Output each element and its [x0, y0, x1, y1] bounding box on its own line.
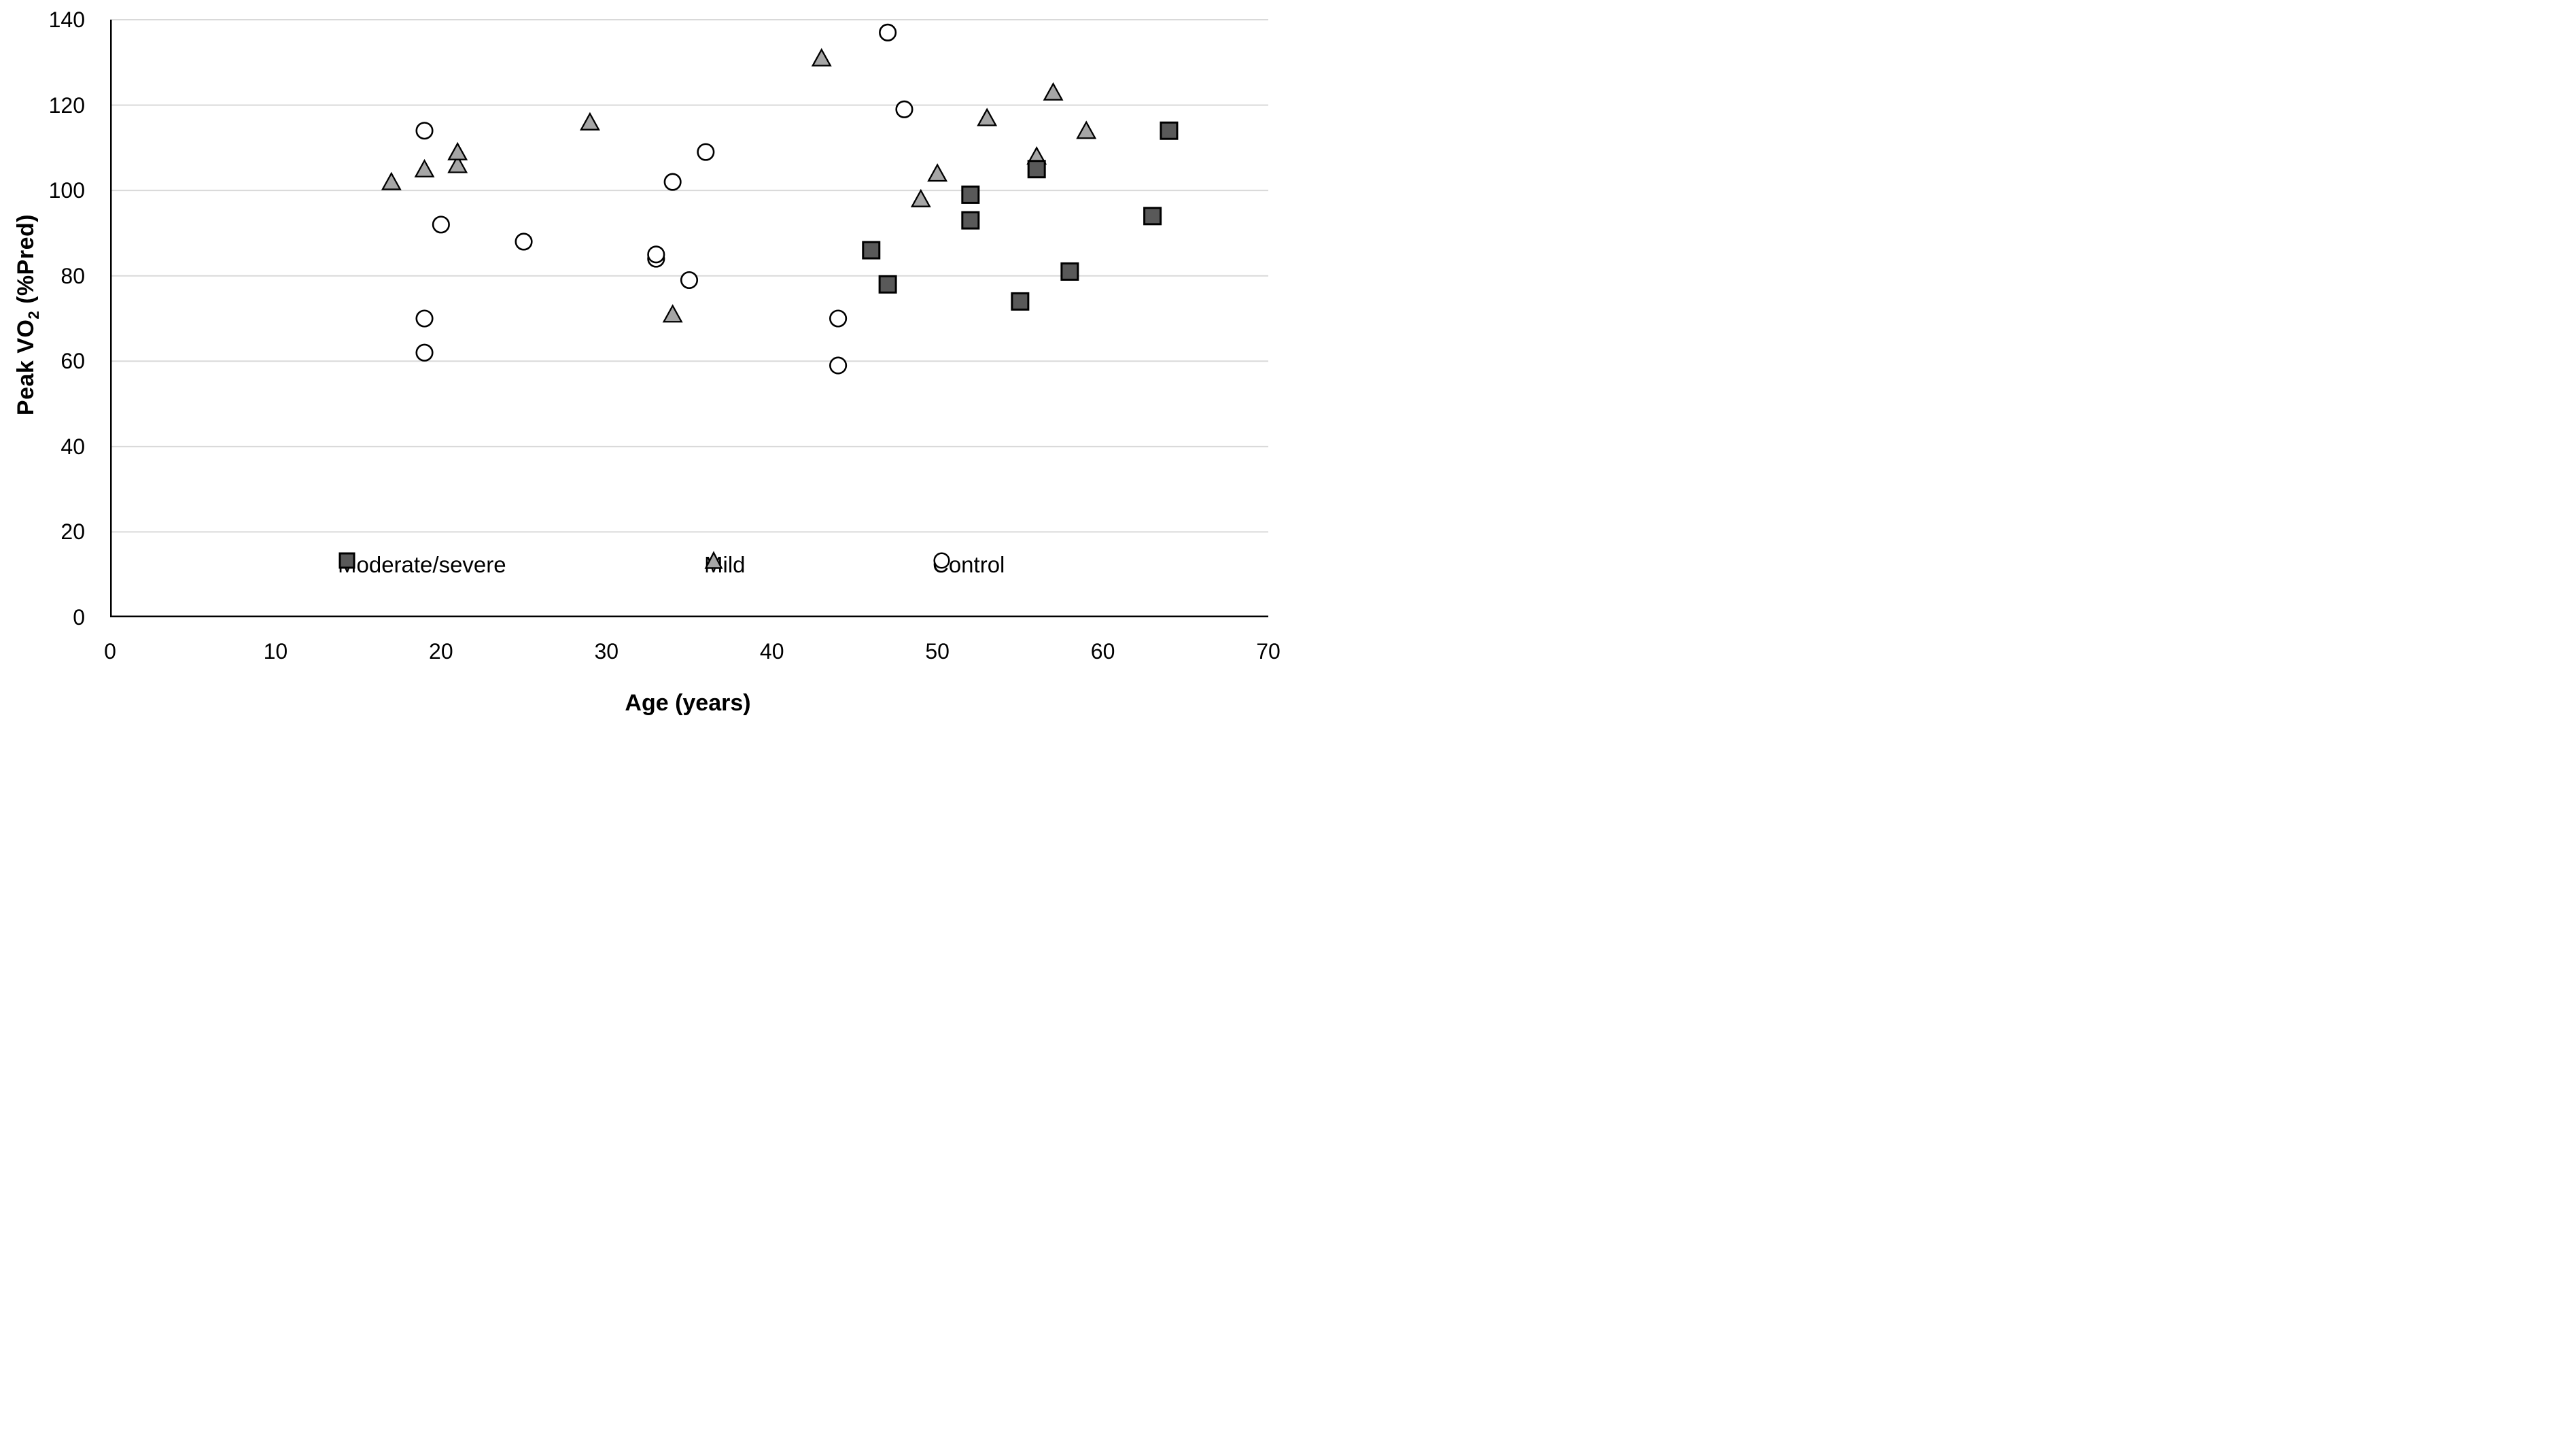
- data-point-triangle: [1076, 120, 1097, 139]
- triangle-marker-icon: [704, 551, 723, 569]
- data-point-circle: [415, 122, 434, 140]
- data-point-triangle: [811, 48, 832, 67]
- y-tick-label: 120: [48, 92, 85, 118]
- x-tick-label: 30: [594, 639, 619, 664]
- y-tick-label: 20: [60, 519, 85, 545]
- plot-area: Moderate/severe Mild Control: [110, 19, 1268, 617]
- y-tick-label: 40: [60, 434, 85, 459]
- data-point-triangle: [662, 304, 683, 323]
- data-point-circle: [895, 100, 913, 118]
- y-tick-label: 60: [60, 349, 85, 374]
- data-point-triangle: [927, 163, 948, 182]
- data-point-square: [1027, 160, 1046, 179]
- data-point-square: [961, 211, 980, 230]
- data-point-square: [878, 275, 897, 294]
- data-point-triangle: [447, 154, 468, 173]
- data-point-square: [1160, 121, 1179, 140]
- data-point-square: [862, 241, 881, 260]
- legend-item-moderate-severe[interactable]: Moderate/severe: [338, 551, 506, 579]
- data-point-square: [961, 185, 980, 204]
- x-tick-label: 40: [759, 639, 784, 664]
- data-point-triangle: [910, 188, 931, 207]
- data-point-circle: [515, 233, 533, 251]
- legend: Moderate/severe Mild Control: [110, 20, 1268, 617]
- data-point-square: [1011, 292, 1030, 311]
- plot-canvas: [110, 19, 1268, 617]
- data-point-circle: [415, 343, 434, 362]
- data-point-circle: [680, 271, 699, 290]
- scatter-figure: Peak VO2 (%Pred) 0 20 40 60 80 100 120 140 0 10 2…: [0, 0, 1288, 722]
- x-tick-label: 10: [263, 639, 288, 664]
- data-point-circle: [829, 356, 848, 375]
- y-tick-label: 140: [48, 7, 85, 32]
- data-point-circle: [829, 309, 848, 328]
- data-point-circle: [879, 23, 897, 41]
- legend-label: Moderate/severe: [338, 552, 506, 577]
- x-tick-label: 60: [1090, 639, 1115, 664]
- data-point-circle: [647, 245, 665, 264]
- x-tick-label: 20: [429, 639, 453, 664]
- x-tick-label: 50: [925, 639, 950, 664]
- y-tick-label: 100: [48, 178, 85, 203]
- circle-marker-icon: [933, 552, 950, 569]
- data-point-circle: [697, 143, 715, 161]
- x-tick-label: 70: [1256, 639, 1281, 664]
- x-axis-title: Age (years): [625, 690, 751, 716]
- data-point-triangle: [1043, 82, 1064, 101]
- data-point-triangle: [447, 141, 468, 160]
- square-marker-icon: [338, 552, 355, 569]
- legend-item-control[interactable]: Control: [933, 551, 1005, 579]
- y-axis-title-sub: 2: [24, 310, 42, 320]
- y-axis-title: Peak VO2 (%Pred): [11, 155, 42, 475]
- data-point-triangle: [579, 111, 600, 131]
- data-point-square: [1060, 262, 1079, 281]
- legend-item-mild[interactable]: Mild: [704, 551, 746, 579]
- y-tick-label: 80: [60, 263, 85, 288]
- y-axis-title-rest: (%Pred): [13, 213, 39, 311]
- y-tick-label: 0: [73, 605, 85, 630]
- data-point-circle: [663, 173, 682, 191]
- data-point-circle: [432, 216, 450, 234]
- data-point-triangle: [977, 107, 998, 126]
- x-tick-label: 0: [104, 639, 116, 664]
- data-point-circle: [415, 309, 434, 328]
- data-point-triangle: [381, 171, 402, 190]
- data-point-square: [1143, 207, 1162, 226]
- data-point-triangle: [414, 158, 435, 177]
